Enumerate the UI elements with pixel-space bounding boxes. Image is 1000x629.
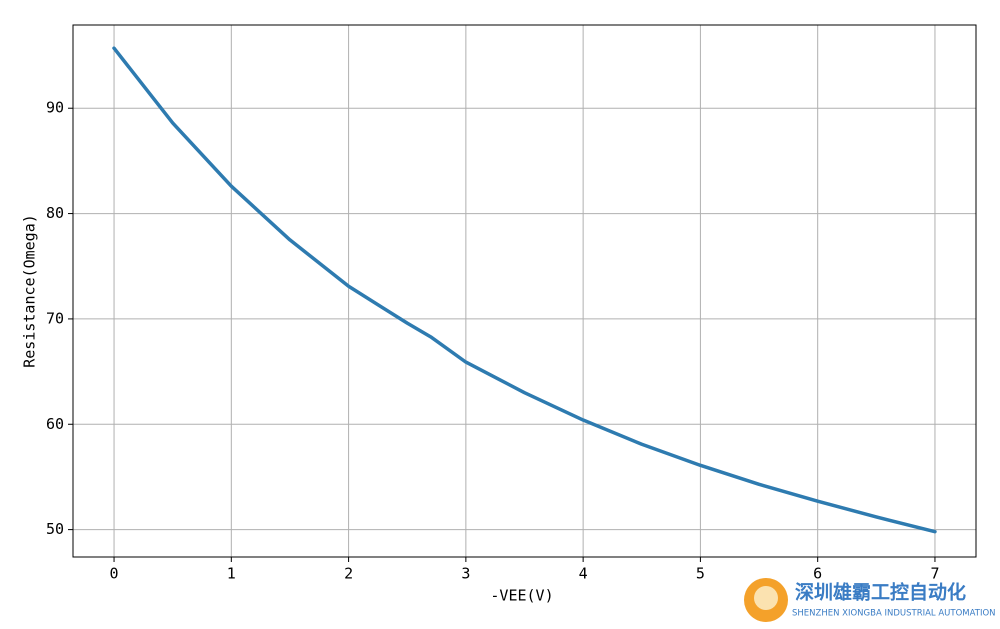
x-tick-label: 3 xyxy=(461,565,470,583)
y-tick-label: 50 xyxy=(46,520,64,538)
plot-frame xyxy=(72,24,977,558)
x-tick-label: 4 xyxy=(579,565,588,583)
y-tick-label: 60 xyxy=(46,415,64,433)
y-axis-label: Resistance(Omega) xyxy=(21,214,39,368)
y-tick-label: 70 xyxy=(46,309,64,327)
watermark-logo-face xyxy=(754,586,778,610)
x-tick-label: 5 xyxy=(696,565,705,583)
watermark: 深圳雄霸工控自动化 SHENZHEN XIONGBA INDUSTRIAL AU… xyxy=(744,578,996,622)
y-tick-label: 80 xyxy=(46,204,64,222)
watermark-title: 深圳雄霸工控自动化 xyxy=(795,581,966,604)
x-tick-label: 1 xyxy=(227,565,236,583)
x-axis-label: -VEE(V) xyxy=(490,587,553,605)
x-tick-label: 2 xyxy=(344,565,353,583)
y-tick-label: 90 xyxy=(46,99,64,117)
data-line xyxy=(112,46,937,534)
x-tick-label: 0 xyxy=(110,565,119,583)
x-tick-label: 6 xyxy=(813,565,822,583)
watermark-subtitle: SHENZHEN XIONGBA INDUSTRIAL AUTOMATION xyxy=(792,609,996,619)
x-tick-label: 7 xyxy=(930,565,939,583)
